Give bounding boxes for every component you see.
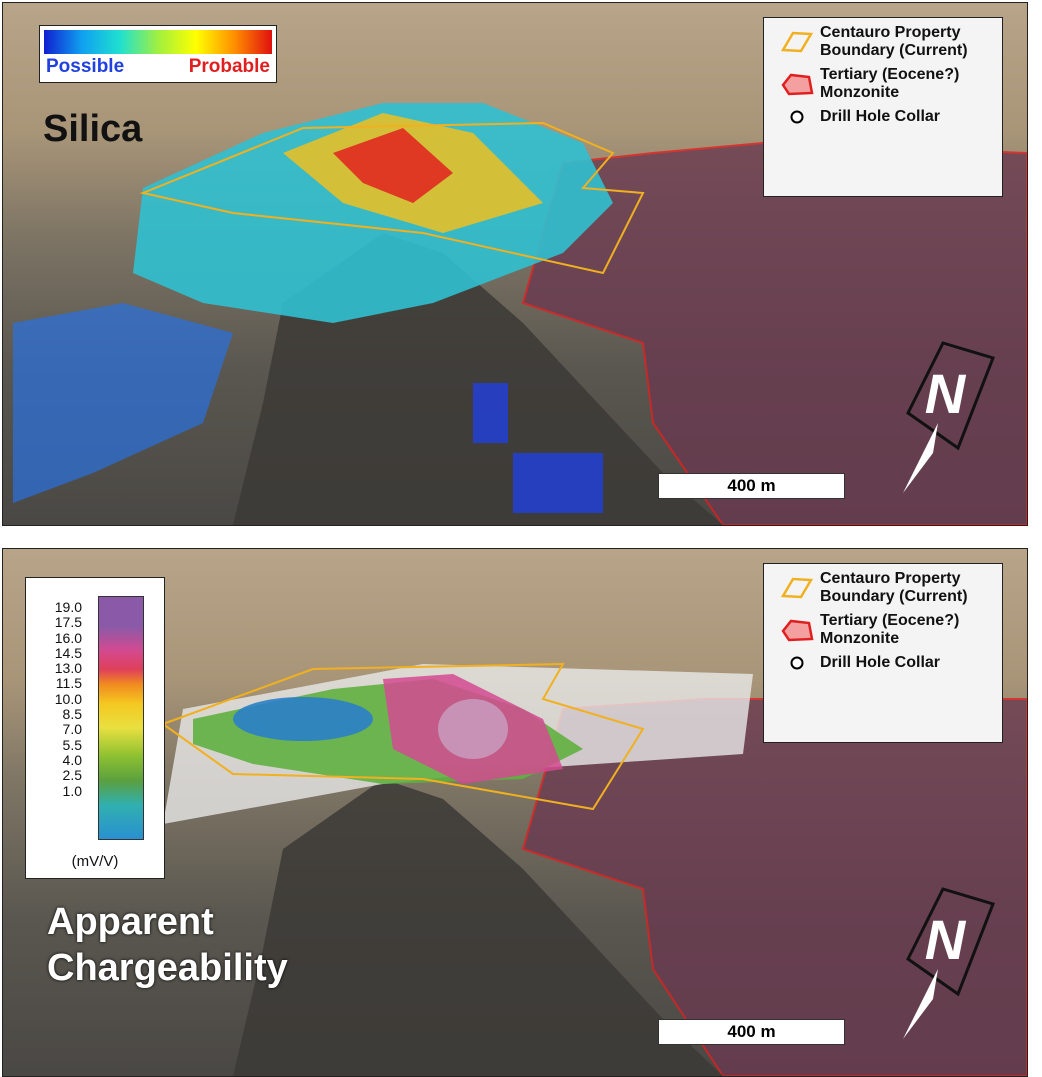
chargeability-map-terrain bbox=[160, 662, 1027, 1076]
colorbar-tick: 19.0 bbox=[54, 599, 82, 615]
colorbar-tick: 14.5 bbox=[54, 644, 82, 661]
property-boundary bbox=[139, 121, 645, 275]
title-line: Apparent bbox=[47, 901, 214, 943]
colorbar-tick: 7.0 bbox=[62, 721, 82, 738]
legend-label: Boundary (Current) bbox=[820, 42, 968, 59]
title-line: Chargeability bbox=[47, 947, 288, 989]
legend-label: Drill Hole Collar bbox=[820, 654, 941, 671]
chargeability-map-panel: 19.0 17.5 16.0 14.5 13.0 11.5 10.0 8.5 7.0 5.5 4.0… bbox=[2, 548, 1028, 1077]
silica-map-panel: Possible Probable Silica Centauro Propert… bbox=[2, 2, 1028, 526]
colorbar-tick: 16.0 bbox=[54, 629, 82, 646]
legend-label: Monzonite bbox=[820, 84, 900, 101]
boundary-icon bbox=[774, 576, 820, 600]
north-arrow-icon: N bbox=[903, 887, 995, 1039]
drill-hole-icon bbox=[774, 655, 820, 671]
silica-gradient bbox=[44, 30, 272, 54]
legend-label: Monzonite bbox=[820, 630, 900, 647]
colorbar-tick: 1.0 bbox=[62, 782, 82, 799]
possible-label: Possible bbox=[46, 56, 125, 77]
colorbar-tick: 10.0 bbox=[54, 690, 82, 707]
legend-label: Centauro Property bbox=[820, 570, 961, 587]
north-arrow-icon: N bbox=[903, 341, 995, 493]
svg-text:N: N bbox=[925, 908, 967, 971]
legend-label: Centauro Property bbox=[820, 24, 961, 41]
drill-hole-icon bbox=[774, 109, 820, 125]
legend-label: Tertiary (Eocene?) bbox=[820, 612, 960, 629]
silica-colorbar: Possible Probable bbox=[39, 25, 277, 83]
map-legend: Centauro Property Boundary (Current) Tert… bbox=[763, 17, 1003, 197]
colorbar-tick: 11.5 bbox=[55, 675, 82, 692]
colorbar-ticks: 19.0 17.5 16.0 14.5 13.0 11.5 10.0 8.5 7.0 5.5 4.0… bbox=[32, 599, 82, 799]
probable-label: Probable bbox=[188, 56, 270, 77]
legend-label: Tertiary (Eocene?) bbox=[820, 66, 960, 83]
colorbar-tick: 4.0 bbox=[62, 751, 82, 768]
scale-bar: 400 m bbox=[658, 473, 845, 499]
monzonite-icon bbox=[774, 617, 820, 643]
boundary-icon bbox=[774, 30, 820, 54]
colorbar-tick: 2.5 bbox=[62, 767, 82, 784]
scale-bar: 400 m bbox=[658, 1019, 845, 1045]
map-legend: Centauro Property Boundary (Current) Tert… bbox=[763, 563, 1003, 743]
panel-title: Apparent Chargeability bbox=[47, 899, 288, 991]
chargeability-gradient bbox=[98, 596, 144, 840]
colorbar-tick: 5.5 bbox=[62, 736, 82, 753]
panel-title: Silica bbox=[43, 108, 143, 150]
silica-map-terrain bbox=[13, 103, 1027, 525]
svg-text:N: N bbox=[925, 362, 967, 425]
monzonite-icon bbox=[774, 71, 820, 97]
colorbar-tick: 8.5 bbox=[62, 706, 82, 723]
property-boundary bbox=[160, 662, 645, 811]
chargeability-colorbar: 19.0 17.5 16.0 14.5 13.0 11.5 10.0 8.5 7.0 5.5 4.0… bbox=[25, 577, 165, 879]
colorbar-unit: (mV/V) bbox=[71, 853, 119, 870]
colorbar-tick: 13.0 bbox=[54, 660, 82, 677]
legend-label: Drill Hole Collar bbox=[820, 108, 941, 125]
colorbar-tick: 17.5 bbox=[54, 614, 82, 631]
legend-label: Boundary (Current) bbox=[820, 588, 968, 605]
